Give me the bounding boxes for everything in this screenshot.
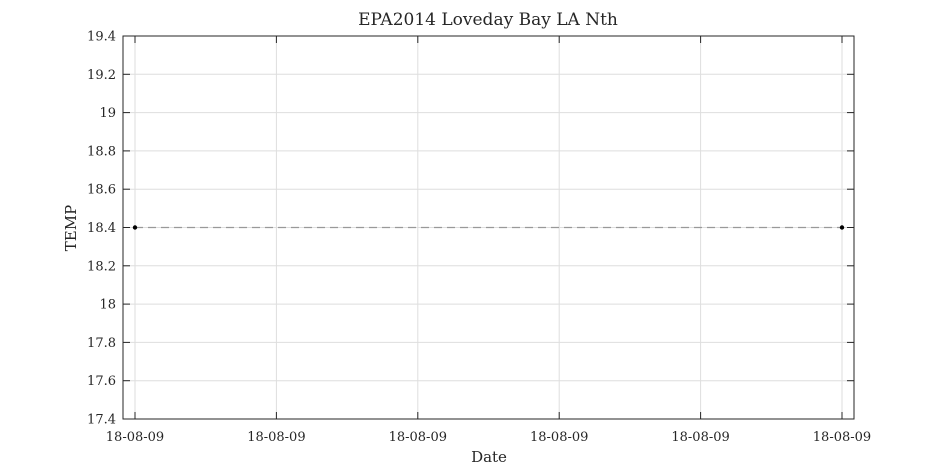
y-tick-label: 17.8 xyxy=(87,336,116,351)
y-tick-label: 19.4 xyxy=(87,30,116,45)
y-tick-label: 18 xyxy=(99,298,116,313)
y-axis-ticks: 17.4 17.6 17.8 18 18.2 18.4 18.6 18.8 19 19.2 19.4 xyxy=(87,30,854,428)
x-tick-label: 18-08-09 xyxy=(671,430,729,445)
x-tick-label: 18-08-09 xyxy=(389,430,447,445)
y-tick-label: 18.6 xyxy=(87,183,116,198)
y-tick-label: 19.2 xyxy=(87,68,116,83)
x-tick-label: 18-08-09 xyxy=(813,430,871,445)
y-tick-label: 19 xyxy=(99,106,116,121)
y-tick-label: 18.2 xyxy=(87,259,116,274)
data-point xyxy=(132,225,138,230)
chart-title: EPA2014 Loveday Bay LA Nth xyxy=(358,10,618,30)
x-axis-label: Date xyxy=(471,448,507,466)
data-point xyxy=(839,225,845,230)
y-axis-label: TEMP xyxy=(62,205,80,251)
x-tick-label: 18-08-09 xyxy=(247,430,305,445)
y-tick-label: 18.8 xyxy=(87,144,116,159)
x-tick-label: 18-08-09 xyxy=(530,430,588,445)
y-tick-label: 17.6 xyxy=(87,374,116,389)
y-tick-label: 17.4 xyxy=(87,413,116,428)
x-tick-label: 18-08-09 xyxy=(106,430,164,445)
data-series xyxy=(132,225,845,230)
x-axis-ticks: 18-08-09 18-08-09 18-08-09 18-08-09 18-08-09… xyxy=(106,36,871,445)
y-tick-label: 18.4 xyxy=(87,221,116,236)
